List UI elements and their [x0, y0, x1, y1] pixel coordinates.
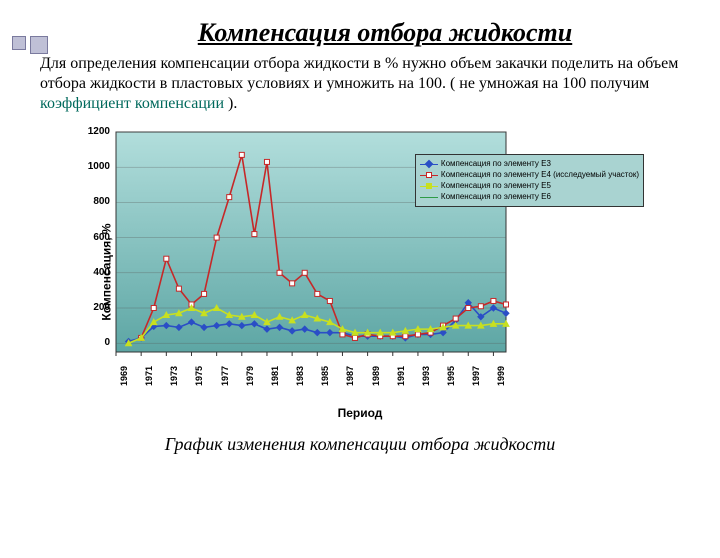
desc-coef-term: коэффициент компенсации	[40, 95, 224, 112]
x-tick: 1977	[220, 356, 230, 386]
description-paragraph: Для определения компенсации отбора жидко…	[40, 54, 680, 114]
legend-label: Компенсация по элементу Е5	[441, 181, 551, 191]
x-tick: 1979	[245, 356, 255, 386]
legend-item: Компенсация по элементу Е4 (исследуемый …	[420, 170, 639, 180]
slide-corner-decoration	[12, 36, 48, 54]
chart-caption: График изменения компенсации отбора жидк…	[40, 434, 680, 455]
x-tick: 1999	[496, 356, 506, 386]
chart-container: Компенсация, % 020040060080010001200 196…	[70, 124, 650, 420]
legend-label: Компенсация по элементу Е6	[441, 192, 551, 202]
y-tick: 400	[80, 267, 110, 278]
x-tick: 1987	[345, 356, 355, 386]
y-tick: 200	[80, 302, 110, 313]
x-tick: 1989	[371, 356, 381, 386]
desc-text-before: Для определения компенсации отбора жидко…	[40, 55, 678, 92]
x-tick: 1995	[446, 356, 456, 386]
x-tick: 1971	[144, 356, 154, 386]
x-tick: 1983	[295, 356, 305, 386]
y-tick: 1200	[80, 126, 110, 137]
y-tick: 0	[80, 337, 110, 348]
page-title: Компенсация отбора жидкости	[80, 18, 690, 48]
deco-square	[12, 36, 26, 50]
x-tick: 1981	[270, 356, 280, 386]
y-tick: 1000	[80, 161, 110, 172]
x-axis-label: Период	[70, 406, 650, 420]
legend-item: Компенсация по элементу Е5	[420, 181, 639, 191]
x-tick: 1991	[396, 356, 406, 386]
legend-label: Компенсация по элементу Е4 (исследуемый …	[441, 170, 639, 180]
x-tick: 1969	[119, 356, 129, 386]
desc-text-after: ).	[228, 95, 237, 112]
chart-legend: Компенсация по элементу Е3Компенсация по…	[415, 154, 644, 207]
x-tick: 1993	[421, 356, 431, 386]
legend-item: Компенсация по элементу Е3	[420, 159, 639, 169]
x-tick: 1997	[471, 356, 481, 386]
x-tick: 1975	[194, 356, 204, 386]
legend-label: Компенсация по элементу Е3	[441, 159, 551, 169]
y-tick: 800	[80, 196, 110, 207]
y-tick: 600	[80, 232, 110, 243]
legend-item: Компенсация по элементу Е6	[420, 192, 639, 202]
x-tick: 1985	[320, 356, 330, 386]
deco-square	[30, 36, 48, 54]
x-tick: 1973	[169, 356, 179, 386]
